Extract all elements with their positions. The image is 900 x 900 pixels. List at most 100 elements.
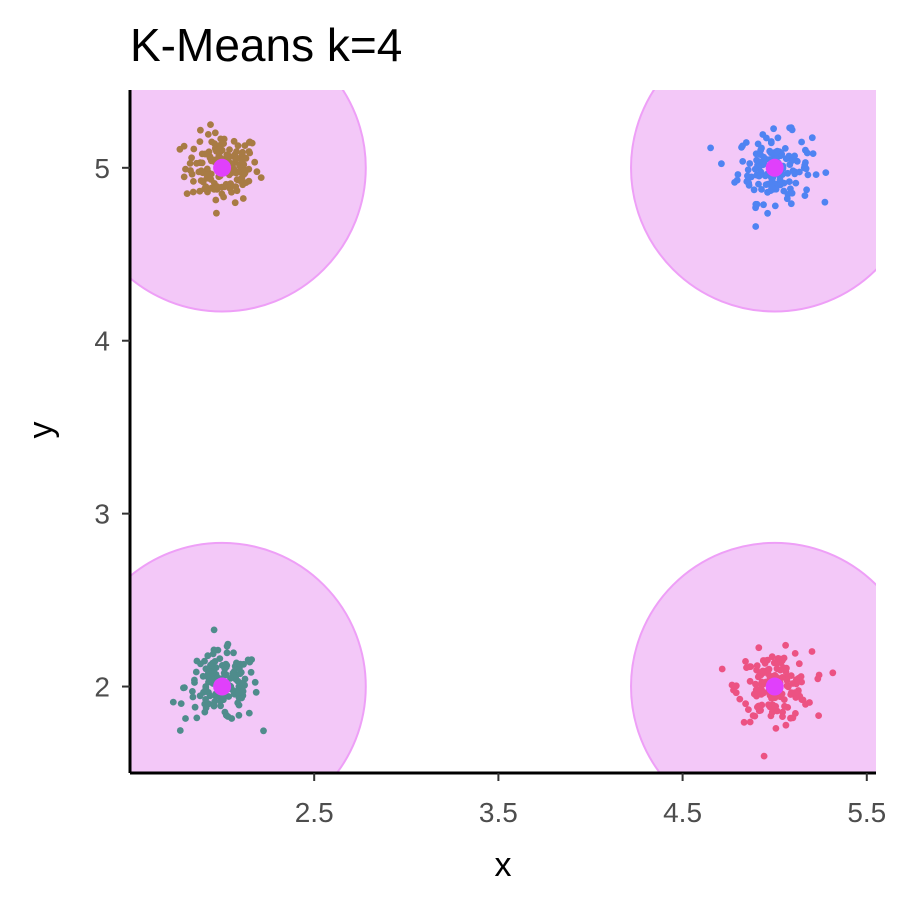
data-point	[205, 689, 212, 696]
centroid-point	[213, 677, 232, 696]
data-point	[770, 125, 777, 133]
data-point	[251, 678, 259, 686]
data-point	[239, 195, 247, 202]
ticks: 2.5 3.5 4.5 5.5 2 3 4 5	[94, 153, 886, 828]
data-point	[746, 663, 754, 671]
cluster-radius-circle	[130, 90, 367, 313]
data-point	[189, 188, 197, 196]
data-point	[798, 696, 806, 703]
y-tick-label: 5	[94, 153, 110, 184]
data-point	[228, 715, 236, 722]
data-point	[210, 646, 218, 654]
data-point	[213, 183, 221, 191]
data-point	[202, 696, 210, 703]
data-point	[222, 711, 230, 719]
data-point	[796, 168, 803, 176]
data-point	[190, 178, 197, 185]
data-point	[207, 661, 214, 669]
data-point	[788, 126, 796, 134]
data-point	[211, 129, 219, 137]
data-point	[788, 157, 796, 165]
data-point	[753, 156, 760, 164]
data-point	[781, 702, 788, 710]
data-point	[760, 752, 768, 760]
data-point	[257, 174, 265, 182]
data-point	[771, 202, 779, 210]
data-point	[204, 652, 212, 660]
data-point	[798, 678, 805, 686]
centroid-point	[765, 158, 784, 177]
data-point	[780, 654, 788, 662]
data-point	[193, 657, 201, 665]
y-tick-label: 2	[94, 672, 110, 703]
centroid-point	[765, 677, 784, 696]
data-point	[804, 171, 812, 179]
data-point	[774, 655, 782, 662]
data-point	[232, 156, 240, 163]
data-point	[776, 666, 784, 674]
x-tick-label: 2.5	[295, 797, 334, 828]
data-point	[758, 186, 765, 193]
data-point	[193, 714, 201, 722]
data-point	[214, 146, 222, 154]
data-point	[222, 660, 230, 668]
data-point	[239, 687, 247, 695]
data-point	[226, 146, 233, 154]
data-point	[208, 138, 216, 146]
data-point	[780, 696, 788, 703]
data-point	[241, 675, 249, 683]
data-point	[773, 707, 781, 715]
data-point	[252, 688, 260, 696]
data-point	[220, 193, 228, 201]
data-point	[762, 181, 770, 189]
data-point	[193, 159, 201, 167]
data-point	[245, 709, 253, 717]
data-point	[744, 178, 752, 186]
data-point	[202, 683, 210, 690]
data-point	[783, 195, 791, 203]
data-point	[197, 126, 204, 134]
data-point	[718, 665, 726, 673]
data-point	[753, 666, 760, 674]
data-point	[785, 178, 793, 186]
data-point	[754, 140, 762, 148]
data-point	[234, 677, 242, 685]
cluster-centroids	[213, 158, 784, 696]
data-point	[808, 134, 816, 142]
data-point	[739, 142, 746, 150]
data-point	[753, 200, 761, 208]
data-point	[746, 718, 754, 726]
data-point	[777, 181, 784, 189]
cluster-radius-circle	[630, 90, 876, 313]
data-point	[204, 131, 212, 138]
data-point	[199, 169, 207, 177]
data-point	[829, 669, 837, 677]
data-point	[746, 677, 754, 685]
data-point	[784, 682, 792, 690]
data-point	[240, 161, 248, 168]
data-point	[736, 695, 744, 703]
data-point	[224, 640, 232, 648]
data-point	[187, 167, 194, 174]
data-point	[225, 693, 233, 700]
data-point	[223, 649, 231, 657]
data-point	[707, 144, 714, 152]
data-point	[718, 160, 725, 168]
data-point	[759, 131, 767, 138]
data-point	[779, 713, 786, 720]
data-point	[787, 714, 794, 722]
data-point	[791, 689, 799, 696]
data-point	[798, 138, 805, 146]
data-point	[196, 138, 204, 146]
data-point	[757, 151, 764, 159]
data-point	[740, 718, 748, 726]
data-point	[169, 698, 177, 706]
data-point	[233, 148, 240, 155]
data-point	[764, 209, 771, 217]
data-point	[781, 145, 789, 152]
data-point	[793, 157, 801, 165]
data-point	[787, 200, 795, 208]
data-point	[235, 711, 243, 719]
data-point	[768, 695, 775, 702]
data-point	[750, 690, 758, 698]
